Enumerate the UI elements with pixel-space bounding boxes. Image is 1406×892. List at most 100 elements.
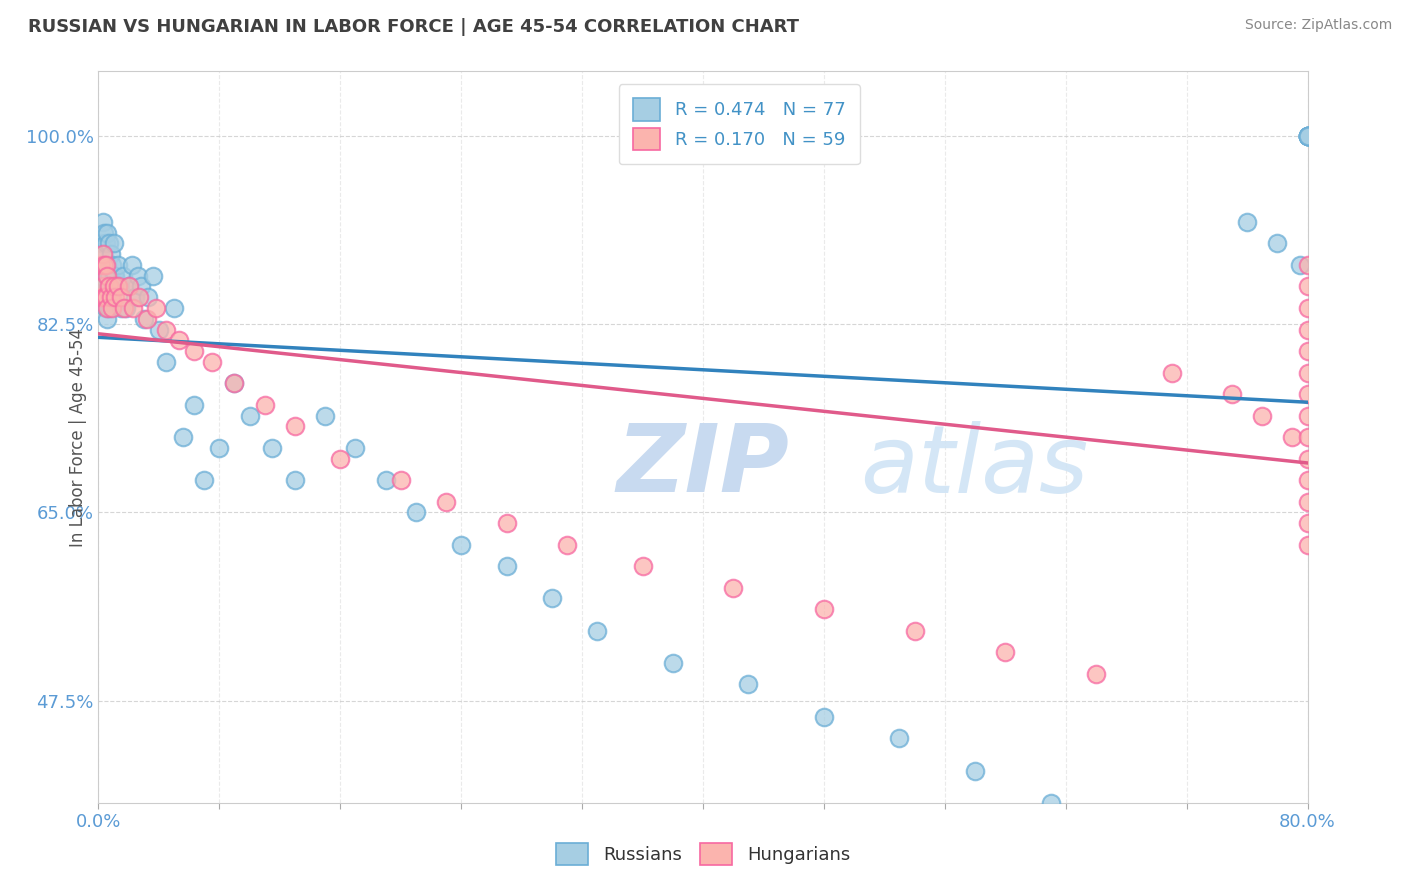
Point	[1296, 538, 1319, 552]
Point	[253, 398, 276, 412]
Point	[1296, 128, 1319, 143]
Point	[107, 279, 129, 293]
Point	[122, 301, 145, 315]
Point	[129, 279, 152, 293]
Point	[91, 279, 114, 293]
Point	[1296, 128, 1319, 143]
Point	[889, 731, 911, 746]
Point	[344, 441, 367, 455]
Point	[118, 279, 141, 293]
Point	[91, 247, 114, 261]
Point	[224, 376, 246, 391]
Point	[91, 279, 114, 293]
Point	[118, 279, 141, 293]
Point	[555, 538, 578, 552]
Legend: Russians, Hungarians: Russians, Hungarians	[547, 834, 859, 874]
Point	[1296, 387, 1319, 401]
Point	[495, 559, 517, 574]
Point	[167, 333, 190, 347]
Point	[90, 290, 112, 304]
Point	[1115, 806, 1137, 821]
Point	[1267, 236, 1289, 251]
Text: ZIP: ZIP	[617, 420, 789, 512]
Point	[208, 441, 231, 455]
Point	[94, 290, 117, 304]
Point	[100, 247, 122, 261]
Point	[121, 258, 143, 272]
Point	[1296, 128, 1319, 143]
Point	[94, 258, 117, 272]
Point	[91, 215, 114, 229]
Point	[314, 409, 336, 423]
Point	[193, 473, 215, 487]
Point	[91, 247, 114, 261]
Point	[284, 419, 307, 434]
Point	[374, 473, 396, 487]
Point	[1039, 796, 1062, 810]
Point	[1220, 387, 1243, 401]
Point	[127, 268, 149, 283]
Point	[108, 279, 131, 293]
Point	[1296, 322, 1319, 336]
Point	[107, 258, 129, 272]
Point	[105, 279, 128, 293]
Point	[136, 290, 159, 304]
Point	[148, 322, 170, 336]
Point	[540, 591, 562, 606]
Point	[124, 290, 146, 304]
Point	[239, 409, 262, 423]
Point	[1296, 409, 1319, 423]
Point	[103, 236, 125, 251]
Point	[1296, 128, 1319, 143]
Point	[100, 279, 122, 293]
Point	[104, 290, 127, 304]
Point	[90, 258, 112, 272]
Point	[1160, 366, 1182, 380]
Point	[1085, 666, 1108, 681]
Point	[93, 258, 115, 272]
Point	[93, 290, 115, 304]
Point	[183, 398, 205, 412]
Point	[100, 290, 122, 304]
Point	[110, 301, 132, 315]
Point	[813, 602, 835, 616]
Point	[101, 290, 124, 304]
Point	[224, 376, 246, 391]
Point	[96, 279, 118, 293]
Text: RUSSIAN VS HUNGARIAN IN LABOR FORCE | AGE 45-54 CORRELATION CHART: RUSSIAN VS HUNGARIAN IN LABOR FORCE | AG…	[28, 18, 799, 36]
Point	[98, 236, 121, 251]
Text: Source: ZipAtlas.com: Source: ZipAtlas.com	[1244, 18, 1392, 32]
Point	[284, 473, 307, 487]
Y-axis label: In Labor Force | Age 45-54: In Labor Force | Age 45-54	[69, 327, 87, 547]
Point	[586, 624, 609, 638]
Point	[965, 764, 987, 778]
Point	[1296, 128, 1319, 143]
Point	[813, 710, 835, 724]
Point	[112, 301, 135, 315]
Point	[329, 451, 352, 466]
Point	[103, 268, 125, 283]
Point	[90, 236, 112, 251]
Point	[495, 516, 517, 530]
Point	[103, 279, 125, 293]
Point	[1296, 128, 1319, 143]
Point	[1296, 279, 1319, 293]
Point	[110, 290, 132, 304]
Point	[904, 624, 927, 638]
Point	[1296, 473, 1319, 487]
Point	[90, 268, 112, 283]
Point	[96, 301, 118, 315]
Point	[96, 311, 118, 326]
Point	[101, 301, 124, 315]
Point	[631, 559, 654, 574]
Point	[1296, 430, 1319, 444]
Point	[1236, 215, 1258, 229]
Point	[98, 279, 121, 293]
Point	[135, 311, 157, 326]
Point	[1296, 128, 1319, 143]
Point	[98, 268, 121, 283]
Point	[94, 301, 117, 315]
Point	[183, 344, 205, 359]
Point	[94, 236, 117, 251]
Point	[723, 581, 745, 595]
